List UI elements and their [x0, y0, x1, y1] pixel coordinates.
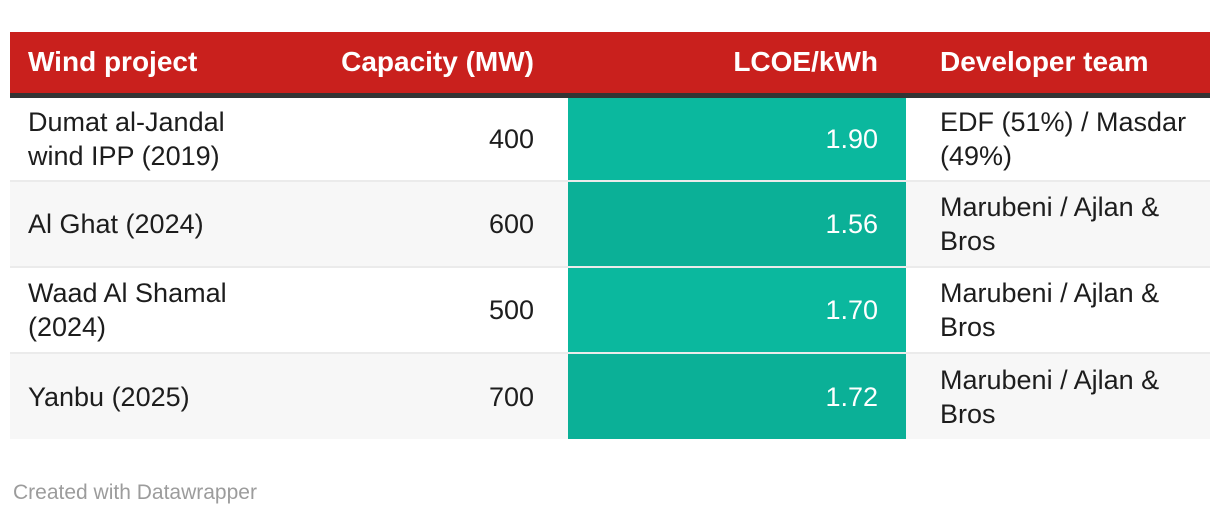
- cell-developer: Marubeni / Ajlan & Bros: [906, 180, 1210, 267]
- cell-project: Waad Al Shamal (2024): [10, 266, 278, 353]
- cell-capacity: 400: [488, 123, 534, 154]
- cell-lcoe-heatmap: 1.56: [568, 180, 906, 267]
- datawrapper-credit-link[interactable]: Created with Datawrapper: [13, 481, 257, 504]
- cell-capacity: 700: [278, 352, 568, 439]
- cell-project: Yanbu (2025): [10, 352, 278, 439]
- column-header-wind-project: Wind project: [10, 32, 278, 98]
- cell-lcoe-heatmap: 1.90: [568, 95, 906, 181]
- table-row: Yanbu (2025) 700 1.72 Marubeni / Ajlan &…: [10, 352, 1210, 439]
- chart-footer: Created with Datawrapper: [13, 481, 257, 505]
- cell-capacity: 500: [278, 266, 568, 353]
- cell-project: Dumat al-Jandal wind IPP (2019): [28, 106, 225, 171]
- table-header-row: Wind project Capacity (MW) LCOE/kWh Deve…: [10, 32, 1210, 98]
- cell-developer: Marubeni / Ajlan & Bros: [906, 266, 1210, 353]
- cell-capacity: 600: [278, 180, 568, 267]
- table-row: Al Ghat (2024) 600 1.56 Marubeni / Ajlan…: [10, 180, 1210, 267]
- table-row: Waad Al Shamal (2024) 500 1.70 Marubeni …: [10, 266, 1210, 353]
- cell-developer: Marubeni / Ajlan & Bros: [906, 352, 1210, 439]
- cell-project: Al Ghat (2024): [10, 180, 278, 267]
- cell-lcoe-heatmap: 1.70: [568, 266, 906, 353]
- column-header-capacity-mw: Capacity (MW): [278, 32, 568, 98]
- table-row: Dumat al-Jandal wind IPP (2019) 400 1.90…: [10, 95, 1210, 181]
- column-header-lcoe-kwh: LCOE/kWh: [568, 32, 906, 98]
- column-header-developer-team: Developer team: [906, 32, 1210, 98]
- cell-developer: EDF (51%) / Masdar (49%): [940, 106, 1187, 171]
- cell-lcoe-heatmap: 1.72: [568, 352, 906, 439]
- wind-projects-table: Wind project Capacity (MW) LCOE/kWh Deve…: [10, 32, 1210, 439]
